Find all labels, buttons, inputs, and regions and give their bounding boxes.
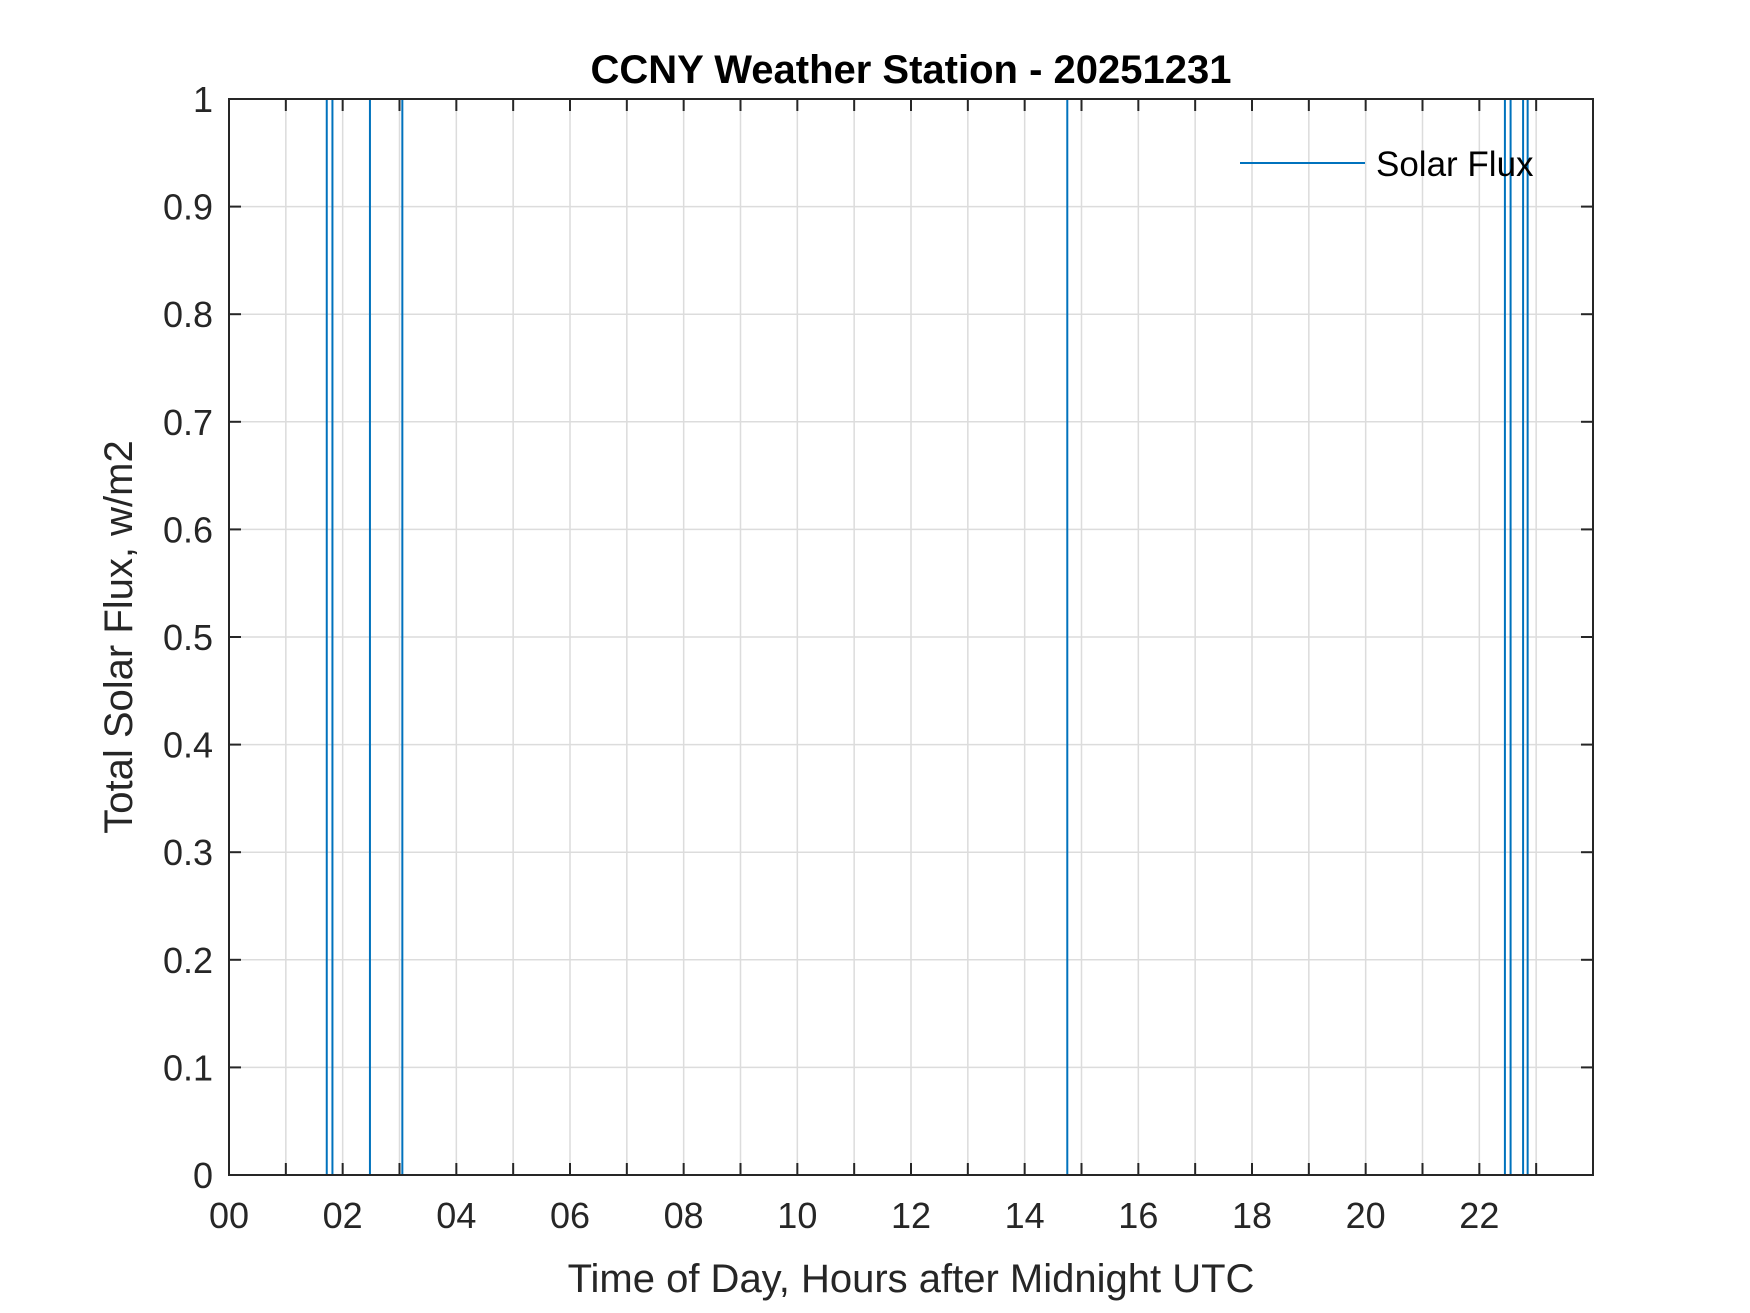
series-solar-flux [325, 99, 1529, 1175]
legend-label-solar-flux: Solar Flux [1376, 145, 1534, 184]
x-tick-label: 00 [209, 1195, 249, 1236]
x-axis-label: Time of Day, Hours after Midnight UTC [568, 1257, 1255, 1301]
y-tick-label: 0.6 [163, 509, 213, 550]
tick-marks [228, 98, 1594, 1176]
y-tick-labels: 0 0.1 0.2 0.3 0.4 0.5 0.6 0.7 0.8 0.9 1 [163, 79, 213, 1196]
x-tick-label: 04 [436, 1195, 476, 1236]
x-tick-label: 18 [1232, 1195, 1272, 1236]
legend: Solar Flux [1240, 145, 1534, 184]
y-tick-label: 0.3 [163, 832, 213, 873]
y-tick-label: 0.9 [163, 187, 213, 228]
y-tick-label: 0.2 [163, 940, 213, 981]
x-tick-label: 10 [777, 1195, 817, 1236]
y-tick-label: 0.4 [163, 725, 213, 766]
y-tick-label: 1 [193, 79, 213, 120]
y-tick-label: 0.1 [163, 1047, 213, 1088]
x-tick-labels: 00 02 04 06 08 10 12 14 16 18 20 22 [209, 1195, 1499, 1236]
y-tick-label: 0.5 [163, 617, 213, 658]
y-tick-label: 0.7 [163, 402, 213, 443]
x-tick-label: 14 [1005, 1195, 1045, 1236]
x-tick-label: 08 [664, 1195, 704, 1236]
grid-lines [229, 99, 1593, 1175]
y-tick-label: 0 [193, 1155, 213, 1196]
y-tick-label: 0.8 [163, 294, 213, 335]
x-tick-label: 20 [1346, 1195, 1386, 1236]
x-tick-label: 16 [1118, 1195, 1158, 1236]
x-tick-label: 12 [891, 1195, 931, 1236]
chart-title: CCNY Weather Station - 20251231 [591, 48, 1232, 92]
x-tick-label: 22 [1459, 1195, 1499, 1236]
y-axis-label: Total Solar Flux, w/m2 [97, 440, 141, 833]
x-tick-label: 06 [550, 1195, 590, 1236]
x-tick-label: 02 [323, 1195, 363, 1236]
